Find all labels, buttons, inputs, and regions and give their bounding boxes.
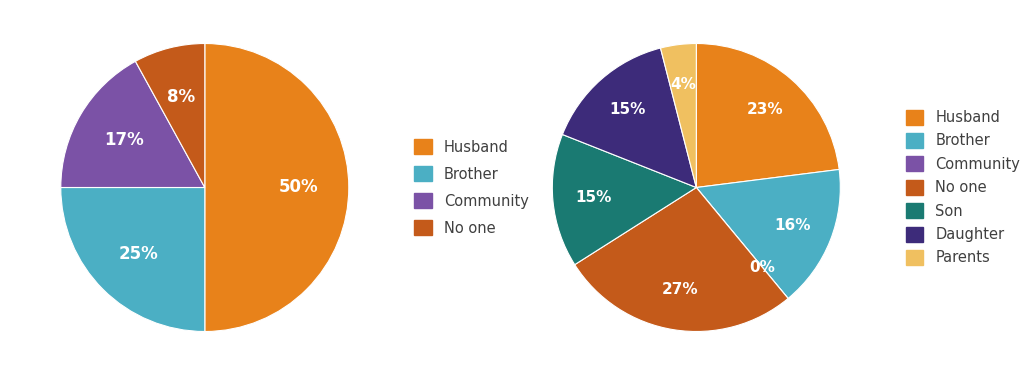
Wedge shape — [696, 188, 788, 298]
Text: 50%: 50% — [279, 178, 318, 196]
Wedge shape — [135, 44, 205, 188]
Wedge shape — [562, 48, 696, 188]
Text: 0%: 0% — [750, 260, 775, 275]
Wedge shape — [205, 44, 349, 332]
Wedge shape — [60, 188, 205, 332]
Text: 4%: 4% — [671, 77, 696, 92]
Text: 8%: 8% — [168, 88, 196, 106]
Wedge shape — [696, 44, 840, 188]
Wedge shape — [696, 170, 841, 298]
Legend: Husband, Brother, Community, No one: Husband, Brother, Community, No one — [410, 135, 532, 240]
Wedge shape — [660, 44, 696, 188]
Text: 25%: 25% — [119, 244, 159, 262]
Text: 16%: 16% — [774, 218, 811, 233]
Text: 15%: 15% — [574, 190, 611, 205]
Text: 23%: 23% — [746, 102, 783, 117]
Legend: Husband, Brother, Community, No one, Son, Daughter, Parents: Husband, Brother, Community, No one, Son… — [901, 105, 1024, 270]
Text: 17%: 17% — [104, 131, 144, 149]
Wedge shape — [574, 188, 788, 332]
Wedge shape — [60, 61, 205, 188]
Text: 15%: 15% — [609, 102, 646, 117]
Wedge shape — [552, 135, 696, 265]
Text: 27%: 27% — [662, 282, 698, 297]
